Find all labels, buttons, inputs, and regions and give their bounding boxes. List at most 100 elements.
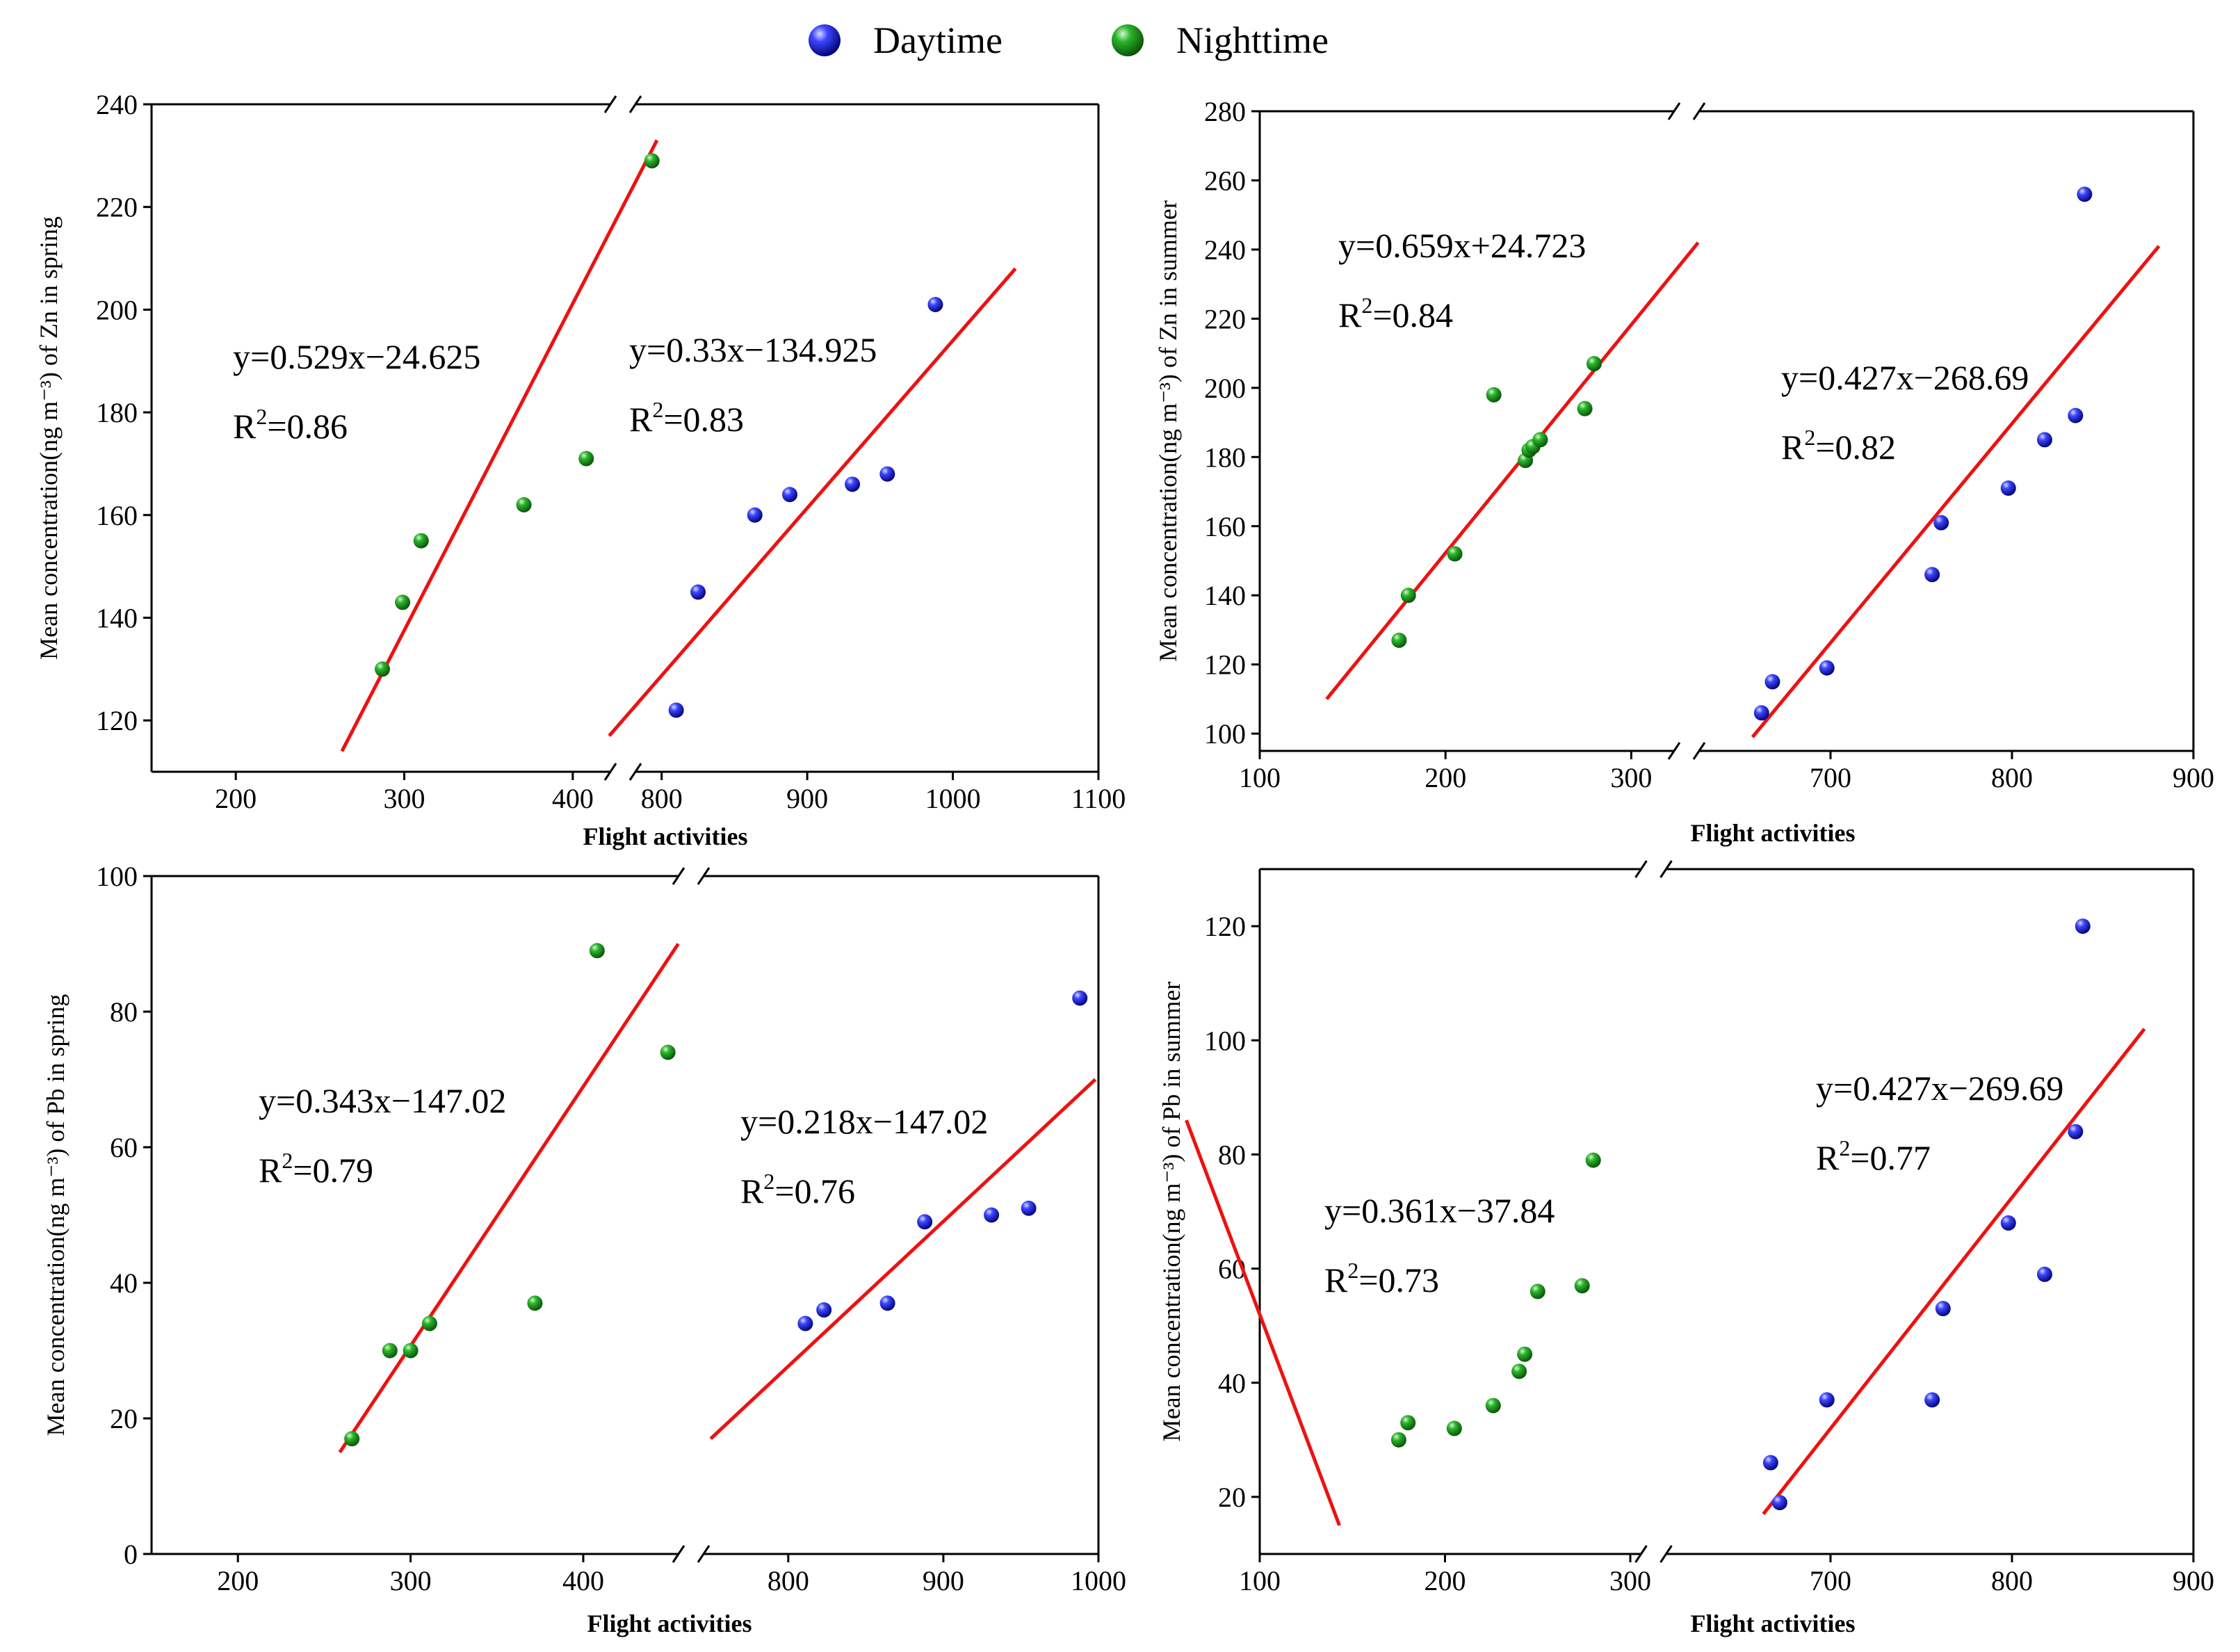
y-tick-label: 20	[1218, 1482, 1246, 1513]
fit-equation: y=0.33x−134.925	[629, 330, 877, 369]
data-point-nighttime	[1486, 387, 1502, 403]
y-tick-label: 100	[1204, 718, 1246, 750]
x-axis-break-mark	[697, 1545, 711, 1563]
y-tick-label: 20	[110, 1403, 138, 1434]
data-point-nighttime	[644, 153, 660, 169]
y-axis-label: Mean concentration(ng m⁻³) of Zn in spri…	[35, 216, 63, 660]
data-point-nighttime	[1577, 400, 1593, 416]
r2-value: =0.76	[774, 1172, 855, 1210]
data-point-daytime	[1771, 1495, 1787, 1511]
x-tick-label-left: 400	[562, 1565, 604, 1596]
data-point-nighttime	[374, 661, 390, 677]
data-point-nighttime	[516, 497, 532, 512]
data-point-daytime	[797, 1315, 813, 1331]
fit-equation: y=0.361x−37.84	[1324, 1191, 1555, 1230]
x-axis-label: Flight activities	[583, 823, 748, 850]
data-point-daytime	[1924, 1392, 1940, 1408]
data-point-daytime	[879, 466, 895, 482]
fit-line-nighttime	[340, 139, 659, 752]
x-axis-break-mark	[1692, 742, 1706, 760]
r2-prefix: R	[740, 1172, 764, 1210]
x-tick-label-right: 900	[2173, 1565, 2214, 1596]
y-tick-label: 280	[1204, 96, 1246, 127]
data-point-nighttime	[1585, 1152, 1601, 1168]
data-point-daytime	[1753, 705, 1769, 721]
y-tick-label: 200	[1204, 373, 1246, 404]
top-axis-break-mark	[1667, 102, 1681, 120]
r2-prefix: R	[1816, 1138, 1840, 1177]
fit-equation: y=0.529x−24.625	[233, 337, 480, 376]
data-point-nighttime	[1586, 356, 1602, 372]
fit-equation: y=0.427x−269.69	[1816, 1069, 2063, 1108]
data-point-daytime	[1764, 674, 1780, 690]
data-point-nighttime	[413, 533, 429, 549]
data-point-daytime	[1819, 1392, 1835, 1408]
y-tick-label: 180	[1204, 442, 1246, 473]
x-tick-label-left: 200	[1425, 1565, 1466, 1596]
data-point-nighttime	[1511, 1363, 1527, 1379]
y-tick-label: 220	[96, 192, 138, 223]
fit-r-squared: R2=0.76	[740, 1169, 855, 1210]
top-axis-break-mark	[1659, 860, 1673, 878]
fit-line-nighttime	[1185, 1119, 1341, 1526]
fit-line-daytime	[709, 1078, 1097, 1441]
data-point-nighttime	[1529, 1283, 1545, 1299]
data-point-nighttime	[1391, 632, 1407, 648]
data-point-daytime	[879, 1295, 895, 1311]
data-point-nighttime	[344, 1431, 360, 1447]
x-tick-label-right: 1000	[925, 783, 981, 814]
x-tick-label-right: 800	[641, 783, 683, 814]
y-tick-label: 220	[1204, 303, 1246, 334]
data-point-daytime	[1924, 567, 1940, 583]
x-axis-break-mark	[1659, 1545, 1673, 1563]
x-tick-label-left: 300	[384, 783, 425, 814]
data-point-daytime	[668, 702, 684, 718]
fit-r-squared: R2=0.86	[233, 404, 348, 446]
data-point-nighttime	[1517, 1346, 1533, 1362]
data-point-daytime	[2077, 186, 2093, 202]
data-point-nighttime	[1390, 1432, 1406, 1448]
legend-daytime-label: Daytime	[873, 19, 1003, 61]
data-point-nighttime	[660, 1044, 676, 1060]
fit-r-squared: R2=0.77	[1816, 1135, 1931, 1177]
fit-equation: y=0.343x−147.02	[259, 1081, 506, 1120]
fit-equation: y=0.427x−268.69	[1781, 358, 2029, 397]
legend-nighttime-marker	[1112, 24, 1144, 56]
fit-equation: y=0.659x+24.723	[1338, 226, 1586, 265]
fit-r-squared: R2=0.82	[1781, 425, 1896, 467]
fit-r-squared: R2=0.79	[259, 1148, 373, 1190]
r2-prefix: R	[1338, 295, 1362, 334]
y-tick-label: 80	[110, 996, 138, 1028]
x-tick-label-left: 300	[1609, 1565, 1651, 1596]
r2-prefix: R	[1781, 428, 1805, 467]
data-point-daytime	[984, 1207, 1000, 1223]
y-tick-label: 120	[1204, 649, 1246, 681]
y-tick-label: 240	[1204, 234, 1246, 266]
r2-prefix: R	[629, 400, 653, 439]
fit-line-daytime	[1751, 245, 2161, 738]
data-point-nighttime	[1574, 1278, 1590, 1294]
x-tick-label-left: 200	[217, 1565, 259, 1596]
top-axis-break-mark	[603, 95, 617, 113]
data-point-nighttime	[395, 594, 411, 610]
x-tick-label-right: 800	[1991, 1565, 2033, 1596]
fit-line-daytime	[608, 267, 1017, 737]
y-tick-label: 100	[96, 861, 138, 892]
r2-prefix: R	[1324, 1261, 1348, 1299]
r2-superscript: 2	[1804, 425, 1815, 450]
r2-superscript: 2	[1347, 1258, 1358, 1283]
y-tick-label: 120	[1204, 911, 1246, 942]
chart-zn-summer: 100 120 140 160 180 200 220 240 260 280 100 200 300 7…	[1154, 96, 2214, 847]
y-tick-label: 100	[1204, 1025, 1246, 1056]
y-tick-label: 160	[96, 500, 138, 531]
data-point-nighttime	[527, 1295, 543, 1311]
x-tick-label-right: 700	[1810, 1565, 1851, 1596]
r2-superscript: 2	[652, 397, 663, 422]
fit-line-nighttime	[338, 943, 680, 1454]
data-point-daytime	[2036, 432, 2052, 448]
data-point-daytime	[1021, 1200, 1037, 1216]
y-axis-label: Mean concentration(ng m⁻³) of Pb in spri…	[42, 994, 70, 1436]
x-tick-label-right: 800	[1991, 762, 2033, 793]
data-point-daytime	[1935, 1301, 1951, 1317]
